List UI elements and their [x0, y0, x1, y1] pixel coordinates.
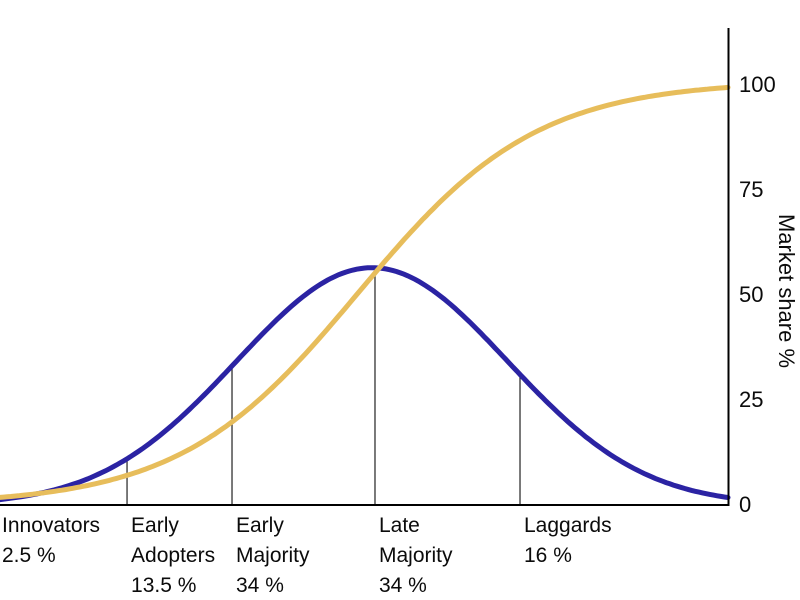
segment-name: Early Majority — [236, 514, 310, 567]
segment-name: Laggards — [524, 514, 612, 537]
segment-label-late-majority: Late Majority 34 % — [379, 511, 491, 600]
segment-label-laggards: Laggards 16 % — [524, 511, 636, 571]
adopter-share-bell-curve — [0, 265, 731, 503]
segment-share-percent: 2.5 % — [2, 544, 56, 567]
segment-share-percent: 34 % — [236, 574, 284, 597]
y-axis-tick-label: 75 — [739, 177, 764, 202]
cumulative-market-share-s-curve — [0, 84, 731, 500]
segment-label-early-adopters: Early Adopters 13.5 % — [131, 511, 243, 600]
segment-share-percent: 16 % — [524, 544, 572, 567]
segment-label-innovators: Innovators 2.5 % — [2, 511, 114, 571]
y-axis-tick-label: 50 — [739, 282, 764, 307]
segment-label-early-majority: Early Majority 34 % — [236, 511, 348, 600]
segment-name: Innovators — [2, 514, 101, 537]
segment-name: Early Adopters — [131, 514, 216, 567]
y-axis-title: Market share % — [774, 213, 799, 369]
segment-name: Late Majority — [378, 514, 453, 567]
segment-share-percent: 34 % — [378, 574, 427, 597]
y-axis-tick-label: 100 — [739, 72, 776, 97]
y-axis-tick-label: 0 — [739, 492, 752, 517]
segment-share-percent: 13.5 % — [131, 574, 197, 597]
y-axis-tick-label: 25 — [739, 387, 764, 412]
